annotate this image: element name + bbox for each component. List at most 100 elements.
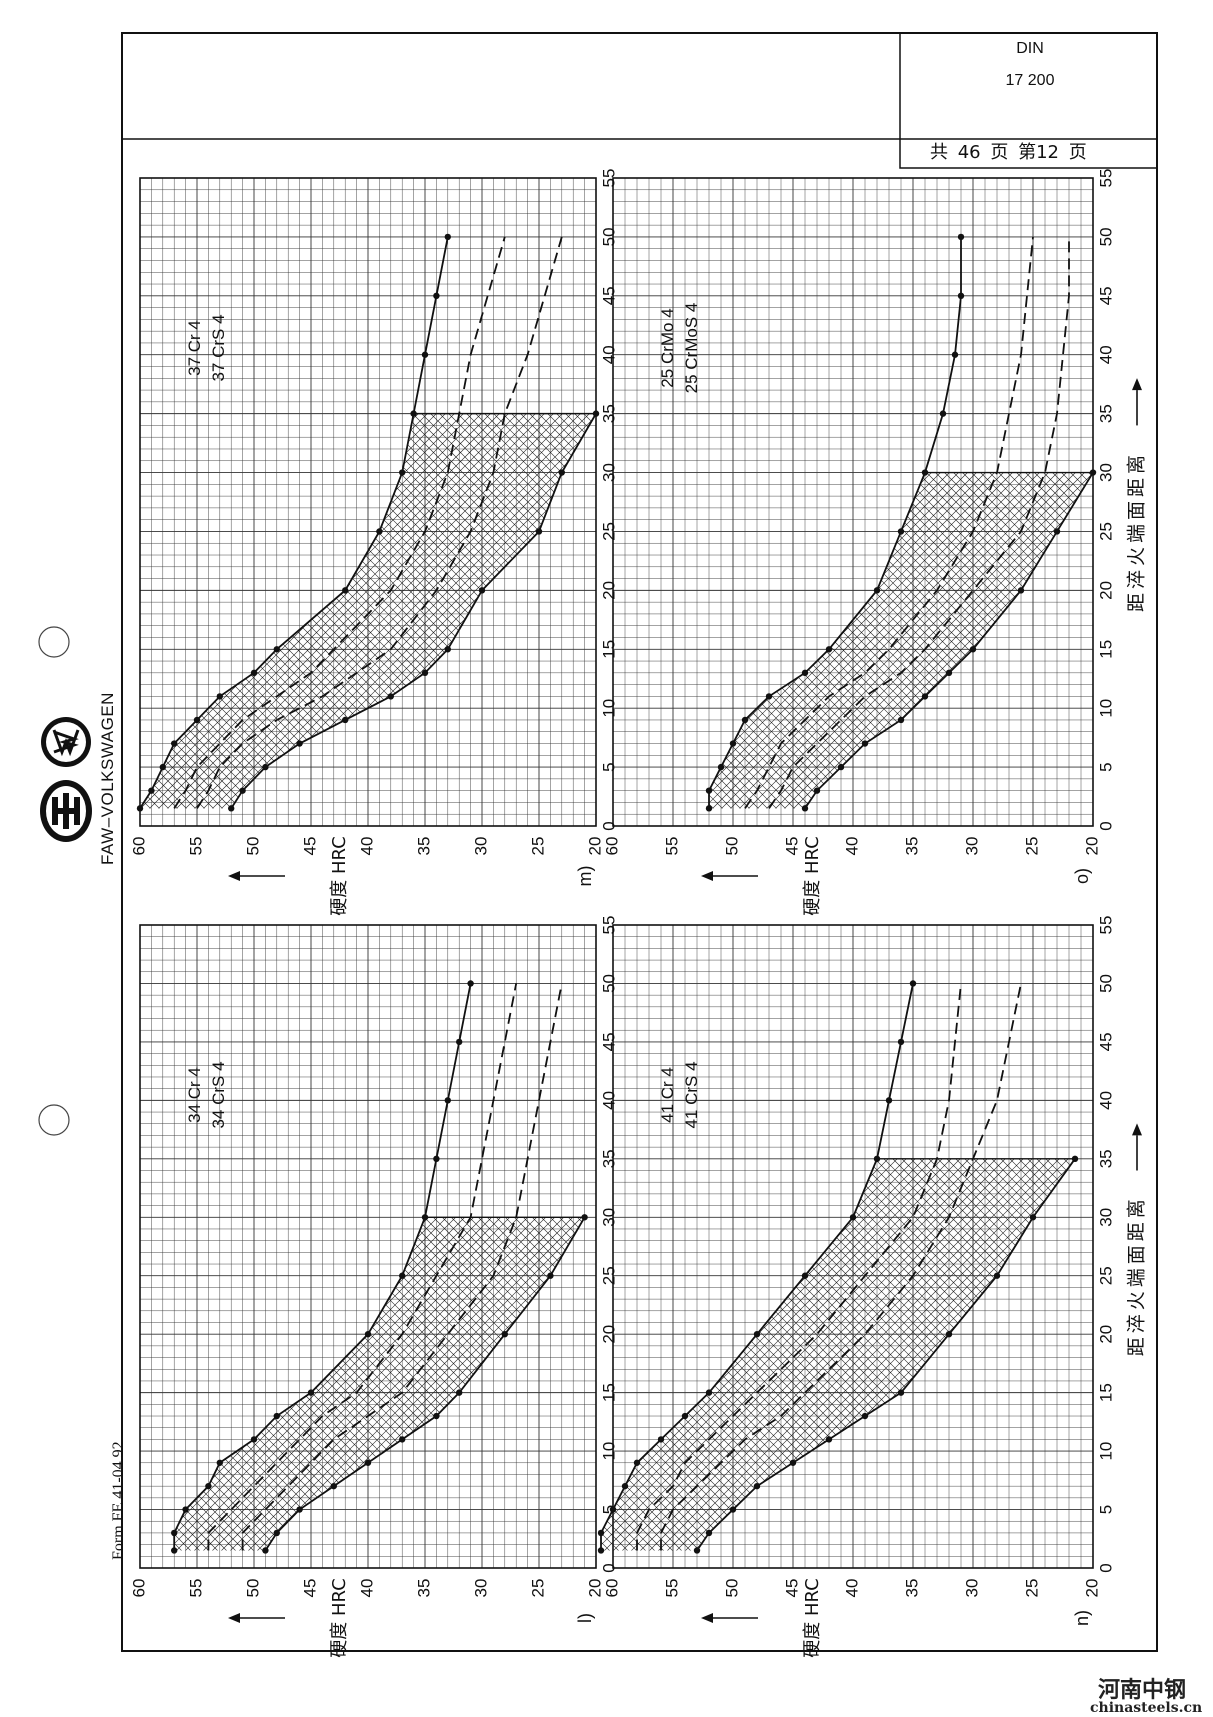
hatch-line [709, 472, 1093, 809]
hatch-line [0, 868, 112, 1568]
data-point [801, 805, 809, 812]
hatch-line [140, 413, 491, 809]
hatch-line [140, 413, 320, 809]
hatch-line [140, 413, 596, 809]
hatch-line [140, 413, 596, 809]
hatch-line [901, 472, 1093, 809]
hatch-line [600, 178, 1213, 878]
hatch-line [1208, 925, 1213, 1625]
distance-tick-label: 5 [1096, 762, 1115, 771]
hatch-line [140, 413, 356, 809]
hatch-line [709, 472, 982, 809]
steel-designation: 37 CrS 4 [209, 314, 228, 381]
hrc-tick-label: 25 [528, 1579, 547, 1598]
hatch-line [1190, 126, 1213, 826]
data-point [657, 1436, 665, 1443]
hatch-line [0, 178, 585, 878]
data-point [456, 1389, 463, 1396]
hatch-line [140, 413, 596, 809]
hatch-line [174, 1217, 392, 1551]
hatch-line [140, 413, 383, 809]
data-point [681, 1412, 689, 1420]
brand-name: FAW–VOLKSWAGEN [98, 692, 117, 865]
data-point [262, 763, 269, 771]
chart-grid [612, 924, 1094, 1569]
data-point [789, 1459, 797, 1466]
hatch-line [140, 413, 275, 809]
data-point [1053, 528, 1061, 535]
hatch-line [709, 472, 820, 809]
hatch-line [0, 868, 157, 1568]
hatch-line [0, 126, 58, 826]
data-point [945, 1330, 953, 1338]
hatch-line [275, 413, 596, 809]
hatch-line [676, 1158, 1075, 1551]
hatch-line [709, 472, 1093, 809]
hatch-line [140, 413, 338, 809]
hatch-line [709, 472, 1093, 809]
data-point [705, 1389, 713, 1396]
hatch-line [0, 178, 139, 878]
hatch-line [311, 413, 596, 809]
data-point [801, 669, 809, 677]
distance-tick-label: 35 [1096, 1149, 1115, 1168]
hrc-tick-label: 60 [129, 1579, 148, 1598]
hatch-line [709, 472, 955, 809]
hatch-line [140, 413, 527, 809]
hatch-line [709, 472, 1093, 809]
data-point [307, 1389, 315, 1396]
hatch-line [1163, 178, 1213, 878]
hatch-line [924, 126, 1213, 826]
data-point [729, 1506, 737, 1513]
data-point [705, 1529, 713, 1537]
hatch-line [140, 413, 590, 809]
hatch-line [0, 178, 112, 878]
hatch-line [140, 413, 338, 809]
hatch-line [631, 1158, 1075, 1551]
hatch-line [601, 1158, 1075, 1551]
series-line-2 [660, 983, 1022, 1551]
data-point [171, 1547, 178, 1554]
hatch-line [937, 472, 1093, 809]
hatch-line [1172, 868, 1213, 1568]
hatch-line [649, 1158, 1075, 1551]
hatch-line [140, 413, 347, 809]
hatch-line [212, 413, 596, 809]
hatch-line [601, 1158, 775, 1551]
hatch-line [757, 472, 1093, 809]
chart-frame [139, 177, 597, 827]
hrc-tick-label: 20 [1082, 1579, 1101, 1598]
hatch-line [0, 925, 121, 1625]
hatch-line [239, 1217, 585, 1551]
hatch-line [0, 126, 103, 826]
hatch-line [910, 472, 1093, 809]
data-point [421, 1214, 429, 1221]
hrc-tick-label: 60 [602, 1579, 621, 1598]
hatch-line [955, 472, 1093, 809]
data-point [535, 528, 543, 535]
hatch-line [709, 472, 973, 809]
hatch-line [212, 413, 596, 809]
hatch-line [601, 1158, 1075, 1551]
series-line-3 [696, 1158, 1076, 1551]
hrc-tick-label: 35 [902, 1579, 921, 1598]
hatch-line [0, 126, 40, 826]
hatch-line [174, 1217, 401, 1551]
hatch-line [1172, 178, 1213, 878]
hatch-line [709, 472, 1027, 809]
hatch-line [780, 178, 1213, 878]
data-point [873, 587, 881, 594]
hatch-line [140, 413, 194, 809]
hatch-line [1181, 925, 1213, 1625]
hatch-line [1145, 925, 1213, 1625]
hatch-line [622, 1158, 1075, 1551]
panel-letter: l) [575, 1613, 595, 1623]
data-point [597, 1547, 605, 1554]
hatch-line [0, 126, 49, 826]
hatch-line [581, 413, 596, 809]
hatch-line [865, 472, 1093, 809]
hatch-line [709, 472, 1093, 809]
data-point [330, 1482, 337, 1490]
hatch-line [946, 472, 1093, 809]
